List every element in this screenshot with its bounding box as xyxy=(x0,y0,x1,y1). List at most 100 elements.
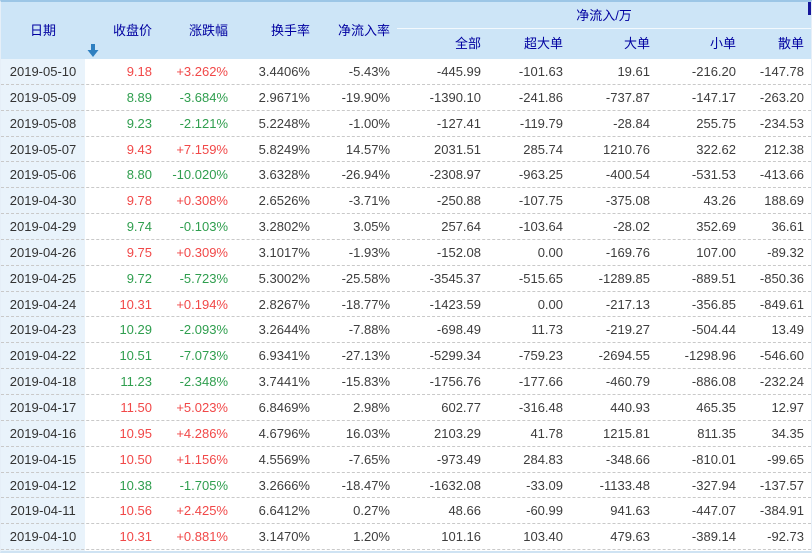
cell-turnover: 3.1470% xyxy=(258,529,310,545)
cell-turnover: 2.9671% xyxy=(258,89,310,105)
cell-close: 9.72 xyxy=(126,270,152,286)
sort-descending-icon[interactable] xyxy=(87,24,99,81)
cell-turnover: 5.3002% xyxy=(258,270,310,286)
cell-net-all: -1423.59 xyxy=(429,296,481,312)
cell-net-large: 1215.81 xyxy=(603,425,650,441)
cell-date: 2019-04-30 xyxy=(9,193,77,209)
column-header-date[interactable]: 日期 xyxy=(1,2,99,59)
cell-net-large: -737.87 xyxy=(605,89,650,105)
cell-inflow-rate: 16.03% xyxy=(345,425,390,441)
cell-inflow-rate: -18.47% xyxy=(341,477,390,493)
cell-net-large: -28.02 xyxy=(613,219,650,235)
cell-close: 10.31 xyxy=(119,296,152,312)
cell-net-retail: -92.73 xyxy=(767,529,804,545)
cell-net-super-large: 41.78 xyxy=(530,425,563,441)
cell-change: -2.348% xyxy=(179,374,228,390)
table-row: 2019-04-15 10.50 +1.156% 4.5569% -7.65% -973.… xyxy=(1,447,811,473)
cell-net-large: -375.08 xyxy=(605,193,650,209)
cell-inflow-rate: -3.71% xyxy=(348,193,390,209)
cell-inflow-rate: 14.57% xyxy=(345,141,390,157)
column-header-inflow-rate[interactable]: 净流入率 xyxy=(337,23,390,38)
cell-net-all: 48.66 xyxy=(448,503,481,519)
cell-net-super-large: -107.75 xyxy=(518,193,563,209)
cell-net-retail: -413.66 xyxy=(759,167,804,183)
cell-net-retail: -546.60 xyxy=(759,348,804,364)
corner-marker xyxy=(808,2,811,15)
cell-net-large: 440.93 xyxy=(610,399,650,415)
cell-net-small: 811.35 xyxy=(697,425,736,441)
cell-inflow-rate: -7.88% xyxy=(348,322,390,338)
column-header-net-retail[interactable]: 散单 xyxy=(777,36,804,51)
cell-close: 8.89 xyxy=(126,89,152,105)
column-header-change[interactable]: 涨跌幅 xyxy=(188,23,228,38)
column-header-net-super-large[interactable]: 超大单 xyxy=(523,36,563,51)
cell-net-large: 19.61 xyxy=(617,64,650,79)
cell-close: 10.95 xyxy=(119,425,152,441)
cell-net-retail: 34.35 xyxy=(771,425,804,441)
cell-net-retail: 12.97 xyxy=(771,399,804,415)
table-row: 2019-04-11 10.56 +2.425% 6.6412% 0.27% 48.66 -… xyxy=(1,498,811,525)
cell-date: 2019-04-11 xyxy=(10,503,76,519)
cell-inflow-rate: -25.58% xyxy=(341,270,390,286)
cell-net-super-large: -60.99 xyxy=(526,503,563,519)
cell-net-super-large: -316.48 xyxy=(518,399,563,415)
cell-net-all: -698.49 xyxy=(436,322,481,338)
cell-date: 2019-04-25 xyxy=(9,270,77,286)
cell-change: -10.020% xyxy=(172,167,228,183)
cell-net-super-large: -241.86 xyxy=(518,89,563,105)
cell-inflow-rate: -1.00% xyxy=(348,115,390,131)
column-header-turnover[interactable]: 换手率 xyxy=(270,23,310,38)
cell-net-retail: -89.32 xyxy=(767,244,804,260)
cell-inflow-rate: -18.77% xyxy=(341,296,390,312)
cell-change: +0.308% xyxy=(176,193,228,209)
cell-net-all: 101.16 xyxy=(441,529,481,545)
cell-net-large: -2694.55 xyxy=(598,348,650,364)
cell-net-large: -460.79 xyxy=(605,374,650,390)
column-header-net-large[interactable]: 大单 xyxy=(623,36,650,51)
table-row: 2019-05-09 8.89 -3.684% 2.9671% -19.90% -1390… xyxy=(1,85,811,111)
cell-inflow-rate: -26.94% xyxy=(341,167,390,183)
cell-change: -0.103% xyxy=(179,219,228,235)
cell-date: 2019-04-29 xyxy=(9,219,77,235)
cell-inflow-rate: -7.65% xyxy=(348,451,390,467)
cell-net-all: -5299.34 xyxy=(429,348,481,364)
cell-net-large: -217.13 xyxy=(605,296,650,312)
cell-net-all: -152.08 xyxy=(436,244,481,260)
table-row: 2019-04-23 10.29 -2.093% 3.2644% -7.88% -698.… xyxy=(1,317,811,344)
cell-date: 2019-04-10 xyxy=(9,529,77,545)
cell-net-super-large: -177.66 xyxy=(518,374,563,390)
cell-close: 10.31 xyxy=(119,529,152,545)
cell-change: -7.073% xyxy=(179,348,228,364)
cell-close: 9.74 xyxy=(126,219,152,235)
cell-net-all: -1632.08 xyxy=(429,477,481,493)
table-row: 2019-04-26 9.75 +0.309% 3.1017% -1.93% -152.0… xyxy=(1,240,811,266)
cell-net-all: -1756.76 xyxy=(429,374,481,390)
column-header-close[interactable]: 收盘价 xyxy=(112,23,152,38)
column-group-net-inflow-label: 净流入/万 xyxy=(397,2,811,29)
cell-net-large: -169.76 xyxy=(605,244,650,260)
cell-net-small: 322.62 xyxy=(696,141,736,157)
cell-net-small: -147.17 xyxy=(691,89,736,105)
cell-change: -2.093% xyxy=(179,322,228,338)
table-row: 2019-04-30 9.78 +0.308% 2.6526% -3.71% -250.8… xyxy=(1,188,811,215)
column-header-net-small[interactable]: 小单 xyxy=(709,36,736,51)
cell-close: 10.50 xyxy=(119,451,152,467)
cell-turnover: 3.2666% xyxy=(258,477,310,493)
table-row: 2019-04-22 10.51 -7.073% 6.9341% -27.13% -529… xyxy=(1,343,811,370)
cell-net-retail: -234.53 xyxy=(759,115,804,131)
cell-turnover: 2.6526% xyxy=(258,193,310,209)
cell-net-large: -348.66 xyxy=(605,451,650,467)
cell-net-small: -1298.96 xyxy=(684,348,736,364)
cell-turnover: 2.8267% xyxy=(258,296,310,312)
cell-net-all: -3545.37 xyxy=(429,270,481,286)
table-row: 2019-04-12 10.38 -1.705% 3.2666% -18.47% -163… xyxy=(1,473,811,499)
cell-close: 10.29 xyxy=(119,322,152,338)
cell-net-retail: -99.65 xyxy=(767,451,804,467)
cell-net-super-large: 103.40 xyxy=(523,529,563,545)
cell-net-small: -327.94 xyxy=(691,477,736,493)
cell-net-small: 255.75 xyxy=(696,115,736,131)
cell-net-small: -504.44 xyxy=(691,322,736,338)
cell-net-super-large: -119.79 xyxy=(519,115,563,131)
column-header-net-all[interactable]: 全部 xyxy=(454,36,481,51)
cell-net-retail: -849.61 xyxy=(759,296,804,312)
